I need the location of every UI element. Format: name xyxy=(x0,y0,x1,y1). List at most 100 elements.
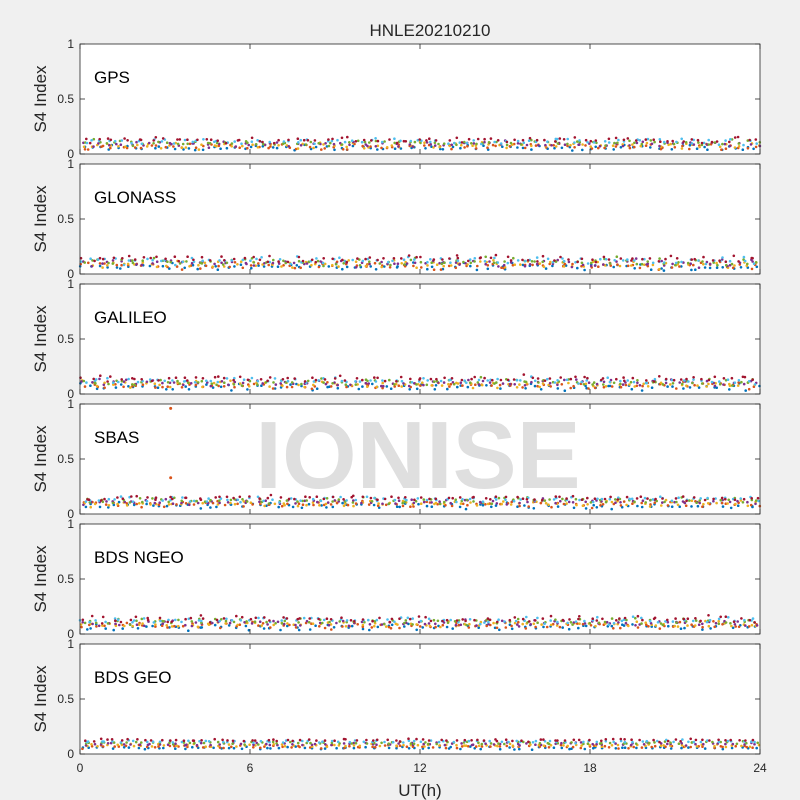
s4-point xyxy=(610,744,614,747)
s4-point xyxy=(684,744,688,747)
s4-point xyxy=(744,624,747,627)
s4-point xyxy=(680,265,683,268)
s4-point xyxy=(586,376,589,380)
s4-point xyxy=(378,262,382,265)
s4-point xyxy=(433,388,437,391)
s4-point xyxy=(535,256,539,259)
s4-point xyxy=(113,498,116,501)
s4-point xyxy=(116,502,119,506)
s4-point xyxy=(145,145,149,148)
s4-point xyxy=(172,145,175,148)
s4-point xyxy=(262,265,266,268)
s4-point xyxy=(750,267,754,271)
s4-point xyxy=(746,262,749,266)
s4-point xyxy=(691,619,695,623)
s4-point xyxy=(455,254,459,257)
s4-point xyxy=(656,739,659,743)
s4-point xyxy=(87,498,91,502)
s4-point xyxy=(497,618,500,621)
s4-point xyxy=(651,498,655,501)
s4-point xyxy=(431,746,435,749)
s4-point xyxy=(610,500,614,504)
s4-point xyxy=(350,139,354,142)
s4-point xyxy=(662,261,666,264)
s4-point xyxy=(229,498,233,502)
s4-point xyxy=(258,500,261,504)
s4-point xyxy=(89,257,92,261)
s4-point xyxy=(373,496,376,500)
s4-point xyxy=(569,143,572,147)
s4-point xyxy=(85,381,88,384)
s4-point xyxy=(105,500,108,503)
s4-point xyxy=(635,620,639,623)
s4-point xyxy=(740,744,743,748)
s4-point xyxy=(225,617,228,621)
s4-point xyxy=(616,141,619,145)
s4-point xyxy=(240,747,244,751)
s4-point xyxy=(343,379,347,382)
s4-point xyxy=(631,740,634,744)
s4-point xyxy=(397,145,400,148)
s4-point xyxy=(242,505,245,508)
s4-point xyxy=(581,263,585,267)
s4-point xyxy=(322,381,325,384)
s4-point xyxy=(218,259,221,262)
s4-point xyxy=(265,620,268,624)
s4-point xyxy=(192,503,196,506)
s4-point xyxy=(258,620,262,623)
s4-point xyxy=(418,138,422,141)
s4-point xyxy=(609,495,612,499)
s4-point xyxy=(256,146,260,149)
s4-point xyxy=(262,627,266,630)
scatter-points xyxy=(82,135,762,152)
s4-point xyxy=(393,383,396,386)
s4-point xyxy=(103,624,106,628)
s4-point xyxy=(244,624,248,628)
s4-point xyxy=(126,262,130,266)
s4-point xyxy=(715,261,718,265)
s4-point xyxy=(187,147,191,150)
s4-point xyxy=(236,498,240,502)
s4-point xyxy=(390,623,394,627)
s4-point xyxy=(629,743,633,747)
s4-point xyxy=(658,627,662,630)
s4-point xyxy=(180,620,183,624)
s4-point xyxy=(574,375,577,379)
s4-point xyxy=(626,379,629,382)
s4-point xyxy=(466,145,469,148)
s4-point xyxy=(240,142,243,145)
s4-point xyxy=(161,738,164,742)
s4-point xyxy=(340,616,343,619)
s4-point xyxy=(684,504,688,508)
s4-point xyxy=(694,617,697,620)
s4-point xyxy=(305,619,309,623)
s4-point xyxy=(176,379,179,383)
s4-point xyxy=(81,621,84,624)
s4-point xyxy=(348,744,351,748)
s4-point xyxy=(282,259,285,263)
s4-point xyxy=(694,268,697,272)
s4-point xyxy=(438,145,442,149)
s4-point xyxy=(397,742,400,745)
s4-point xyxy=(305,499,309,502)
s4-point xyxy=(646,497,649,500)
s4-point xyxy=(297,259,301,263)
s4-point xyxy=(119,620,123,624)
s4-point xyxy=(81,618,85,622)
s4-point xyxy=(653,377,657,381)
s4-point xyxy=(560,746,564,750)
s4-point xyxy=(279,382,283,385)
s4-point xyxy=(724,260,728,264)
s4-point xyxy=(409,258,413,262)
s4-point xyxy=(290,381,294,384)
s4-point xyxy=(516,505,519,509)
s4-point xyxy=(641,499,645,503)
s4-point xyxy=(409,505,412,509)
s4-point xyxy=(614,742,617,745)
s4-point xyxy=(93,502,97,506)
s4-point xyxy=(174,747,177,750)
s4-point xyxy=(581,504,585,508)
s4-point xyxy=(720,496,724,500)
s4-point xyxy=(158,740,162,744)
s4-point xyxy=(165,264,168,268)
